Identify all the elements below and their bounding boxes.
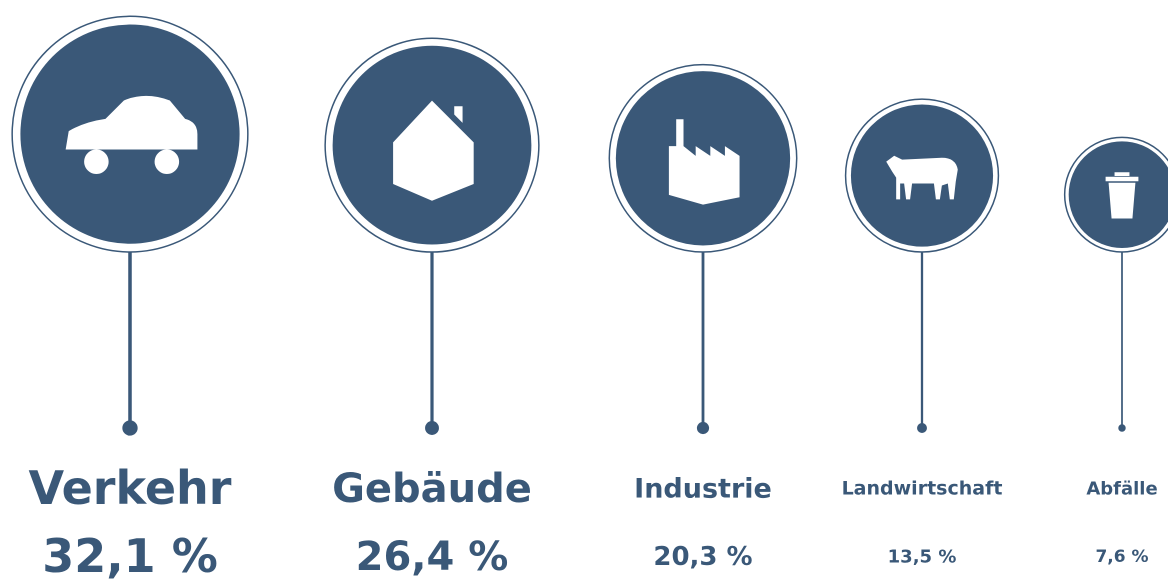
stem-dot [696, 421, 710, 435]
stem-dot [917, 423, 927, 433]
value-label: 13,5 % [888, 546, 957, 567]
value-label: 26,4 % [356, 534, 509, 580]
category-label: Verkehr [29, 461, 232, 515]
stem-dot [425, 421, 439, 435]
category-label: Industrie [634, 473, 772, 504]
category-label: Abfälle [1086, 478, 1157, 499]
value-label: 32,1 % [42, 529, 218, 580]
category-label: Landwirtschaft [842, 478, 1003, 500]
stem-dot [1118, 424, 1126, 432]
value-label: 20,3 % [653, 542, 752, 572]
category-label: Gebäude [332, 466, 532, 512]
icon [668, 119, 740, 205]
icon [393, 100, 474, 201]
value-label: 7,6 % [1095, 547, 1148, 567]
icon [65, 95, 198, 174]
icon [886, 155, 958, 200]
icon [1105, 172, 1139, 219]
stem-dot [122, 420, 138, 436]
